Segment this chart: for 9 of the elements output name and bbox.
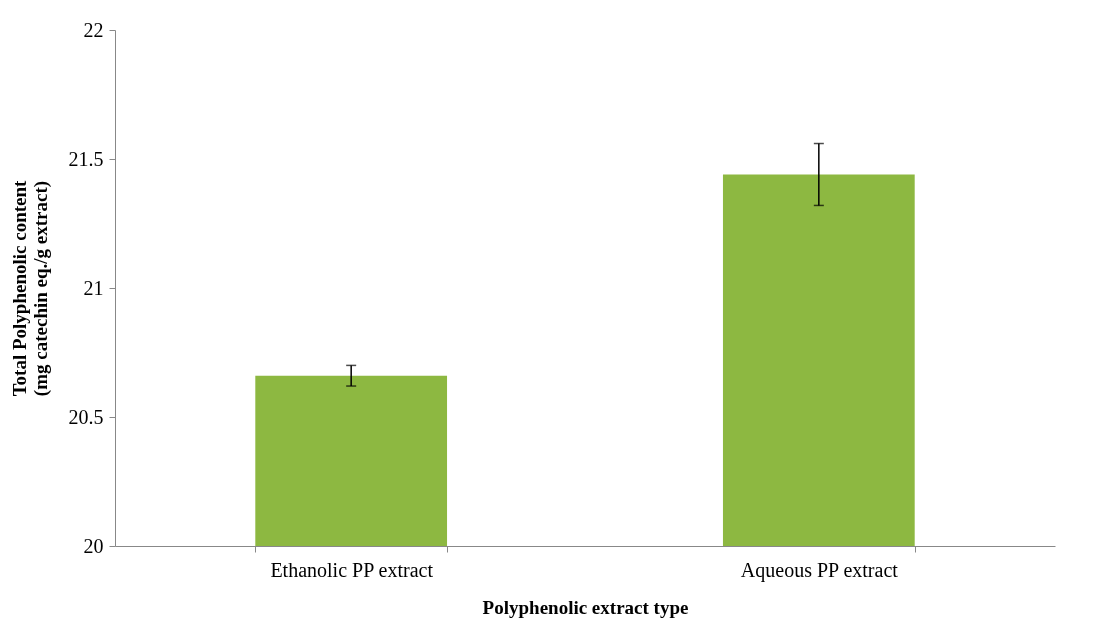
y-tick-label: 20.5 bbox=[68, 405, 104, 428]
y-axis-title: Total Polyphenolic content (mg catechin eq./g extract) bbox=[8, 179, 52, 397]
y-tick-label: 21.5 bbox=[68, 147, 104, 170]
x-axis-title: Polyphenolic extract type bbox=[482, 596, 689, 618]
x-tick-label: Ethanolic PP extract bbox=[270, 558, 434, 581]
y-tick-label: 20 bbox=[83, 534, 104, 557]
y-tick-label: 22 bbox=[83, 18, 104, 41]
x-tick-label: Aqueous PP extract bbox=[740, 558, 899, 582]
y-tick-label: 21 bbox=[83, 276, 104, 299]
